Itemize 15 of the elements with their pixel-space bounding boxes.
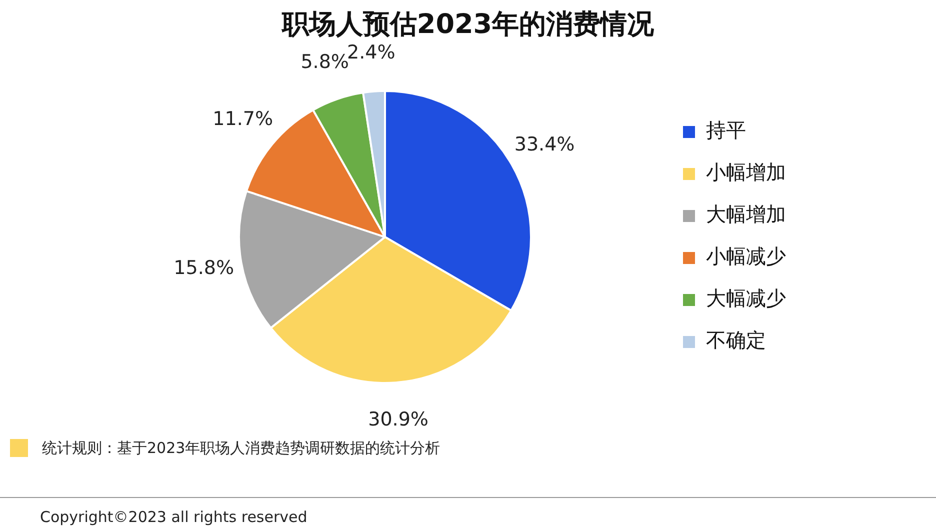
chart-title: 职场人预估2023年的消费情况 [282,9,654,40]
data-label: 5.8% [300,51,349,74]
text: Copyright©2023 all rights reserved [40,508,308,526]
legend-label: 不确定 [706,328,766,352]
legend-label: 大幅增加 [706,202,786,226]
legend-label: 持平 [706,118,746,142]
legend-label: 小幅增加 [706,160,786,184]
data-label: 30.9% [368,408,428,430]
data-label: 11.7% [212,108,274,130]
data-label: 15.8% [174,257,234,280]
legend-label: 大幅减少 [706,286,786,310]
text: 统计规则：基于2023年职场人消费趋势调研数据的统计分析 [42,438,440,458]
data-label: 33.4% [514,133,575,156]
legend-label: 小幅减少 [706,244,786,268]
data-label: 2.4% [347,41,396,64]
